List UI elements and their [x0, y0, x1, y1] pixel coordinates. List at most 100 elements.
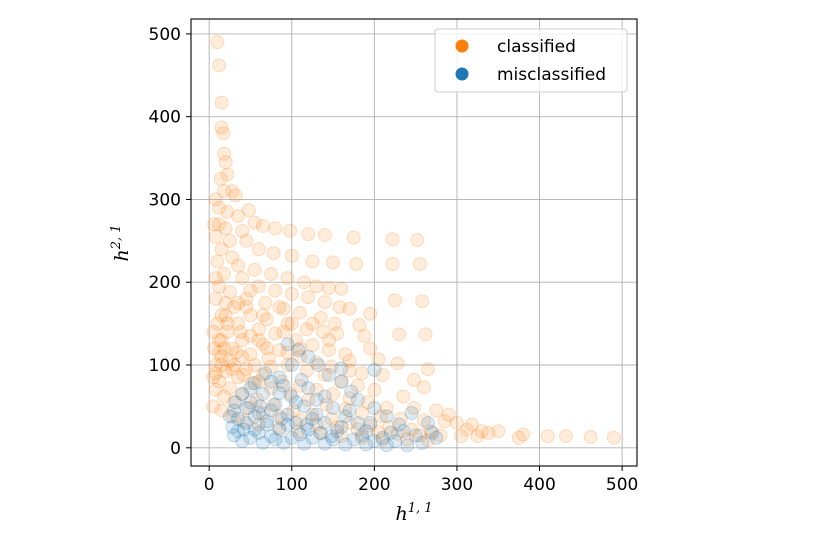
- legend-box: [434, 28, 628, 93]
- data-point-classified: [433, 428, 448, 443]
- data-point-misclassified: [280, 407, 295, 422]
- data-point-misclassified: [338, 437, 353, 452]
- data-point-misclassified: [354, 428, 369, 443]
- data-point-classified: [412, 257, 427, 272]
- grid-lines: [191, 19, 637, 466]
- data-point-classified: [220, 324, 235, 339]
- legend: classified misclassified: [434, 28, 628, 93]
- data-point-misclassified: [350, 415, 365, 430]
- data-point-classified: [226, 358, 241, 373]
- data-point-misclassified: [272, 386, 287, 401]
- data-point-misclassified: [276, 378, 291, 393]
- data-point-misclassified: [235, 386, 250, 401]
- data-point-misclassified: [359, 437, 374, 452]
- data-point-classified: [342, 391, 357, 406]
- y-tick-label: 300: [149, 190, 181, 210]
- data-point-misclassified: [330, 424, 345, 439]
- data-point-classified: [375, 367, 390, 382]
- data-point-classified: [558, 429, 573, 444]
- data-point-classified: [251, 333, 266, 348]
- data-point-classified: [309, 417, 324, 432]
- x-tick-label: 100: [276, 475, 308, 495]
- data-point-classified: [255, 406, 270, 421]
- data-point-classified: [208, 291, 223, 306]
- data-point-classified: [206, 324, 221, 339]
- data-point-misclassified: [363, 415, 378, 430]
- data-point-misclassified: [375, 430, 390, 445]
- data-point-misclassified: [342, 403, 357, 418]
- data-point-classified: [363, 341, 378, 356]
- data-point-classified: [222, 233, 237, 248]
- data-point-classified: [379, 401, 394, 416]
- data-point-misclassified: [334, 420, 349, 435]
- data-point-misclassified: [268, 397, 283, 412]
- data-point-misclassified: [291, 343, 306, 358]
- legend-marker-classified: [455, 39, 469, 53]
- data-point-classified: [284, 286, 299, 301]
- data-point-misclassified: [326, 401, 341, 416]
- data-point-misclassified: [421, 415, 436, 430]
- data-point-classified: [326, 255, 341, 270]
- data-point-classified: [313, 426, 328, 441]
- data-point-classified: [393, 411, 408, 426]
- data-point-classified: [319, 397, 334, 412]
- data-point-classified: [261, 351, 276, 366]
- data-point-classified: [220, 167, 235, 182]
- data-point-misclassified: [383, 425, 398, 440]
- data-point-classified: [367, 382, 382, 397]
- data-point-misclassified: [334, 374, 349, 389]
- x-tick-label: 400: [523, 475, 555, 495]
- data-point-misclassified: [284, 389, 299, 404]
- data-point-classified: [264, 381, 279, 396]
- data-point-classified: [251, 417, 266, 432]
- data-point-classified: [259, 312, 274, 327]
- data-point-misclassified: [268, 432, 283, 447]
- data-point-misclassified: [294, 372, 309, 387]
- data-point-classified: [305, 338, 320, 353]
- data-point-classified: [217, 341, 232, 356]
- data-point-classified: [206, 370, 221, 385]
- data-point-classified: [324, 411, 339, 426]
- data-point-classified: [250, 392, 265, 407]
- data-point-classified: [280, 345, 295, 360]
- data-point-classified: [218, 295, 233, 310]
- data-point-classified: [217, 389, 232, 404]
- data-point-classified: [346, 230, 361, 245]
- data-point-misclassified: [231, 424, 246, 439]
- data-point-classified: [214, 333, 229, 348]
- data-point-misclassified: [305, 411, 320, 426]
- data-point-classified: [516, 427, 531, 442]
- data-point-misclassified: [299, 417, 314, 432]
- y-tick-label: 100: [149, 356, 181, 376]
- data-point-classified: [407, 401, 421, 416]
- x-axis-label: h1, 1: [395, 501, 432, 525]
- data-point-classified: [251, 374, 266, 389]
- data-point-classified: [214, 120, 229, 135]
- data-point-classified: [400, 432, 415, 447]
- data-point-classified: [382, 420, 397, 435]
- data-point-misclassified: [288, 395, 303, 410]
- data-point-classified: [226, 395, 241, 410]
- data-point-classified: [231, 295, 246, 310]
- data-point-misclassified: [388, 434, 403, 449]
- data-point-misclassified: [297, 436, 312, 451]
- data-point-classified: [229, 345, 244, 360]
- data-point-classified: [330, 326, 345, 341]
- data-point-classified: [212, 200, 227, 215]
- data-point-classified: [255, 367, 270, 382]
- data-point-misclassified: [359, 424, 374, 439]
- data-point-classified: [259, 341, 274, 356]
- data-point-classified: [217, 146, 232, 161]
- data-point-classified: [371, 425, 386, 440]
- data-point-classified: [214, 95, 229, 110]
- data-point-misclassified: [225, 420, 240, 435]
- data-point-classified: [222, 353, 237, 368]
- data-point-classified: [243, 329, 258, 344]
- data-point-classified: [301, 392, 316, 407]
- data-point-classified: [212, 279, 227, 294]
- data-point-misclassified: [367, 434, 382, 449]
- axis-ticks: 0 100 200 300 400 500 0 100 200 300 400 500: [149, 25, 639, 495]
- data-point-classified: [258, 295, 273, 310]
- data-point-classified: [423, 424, 438, 439]
- data-point-classified: [255, 218, 270, 233]
